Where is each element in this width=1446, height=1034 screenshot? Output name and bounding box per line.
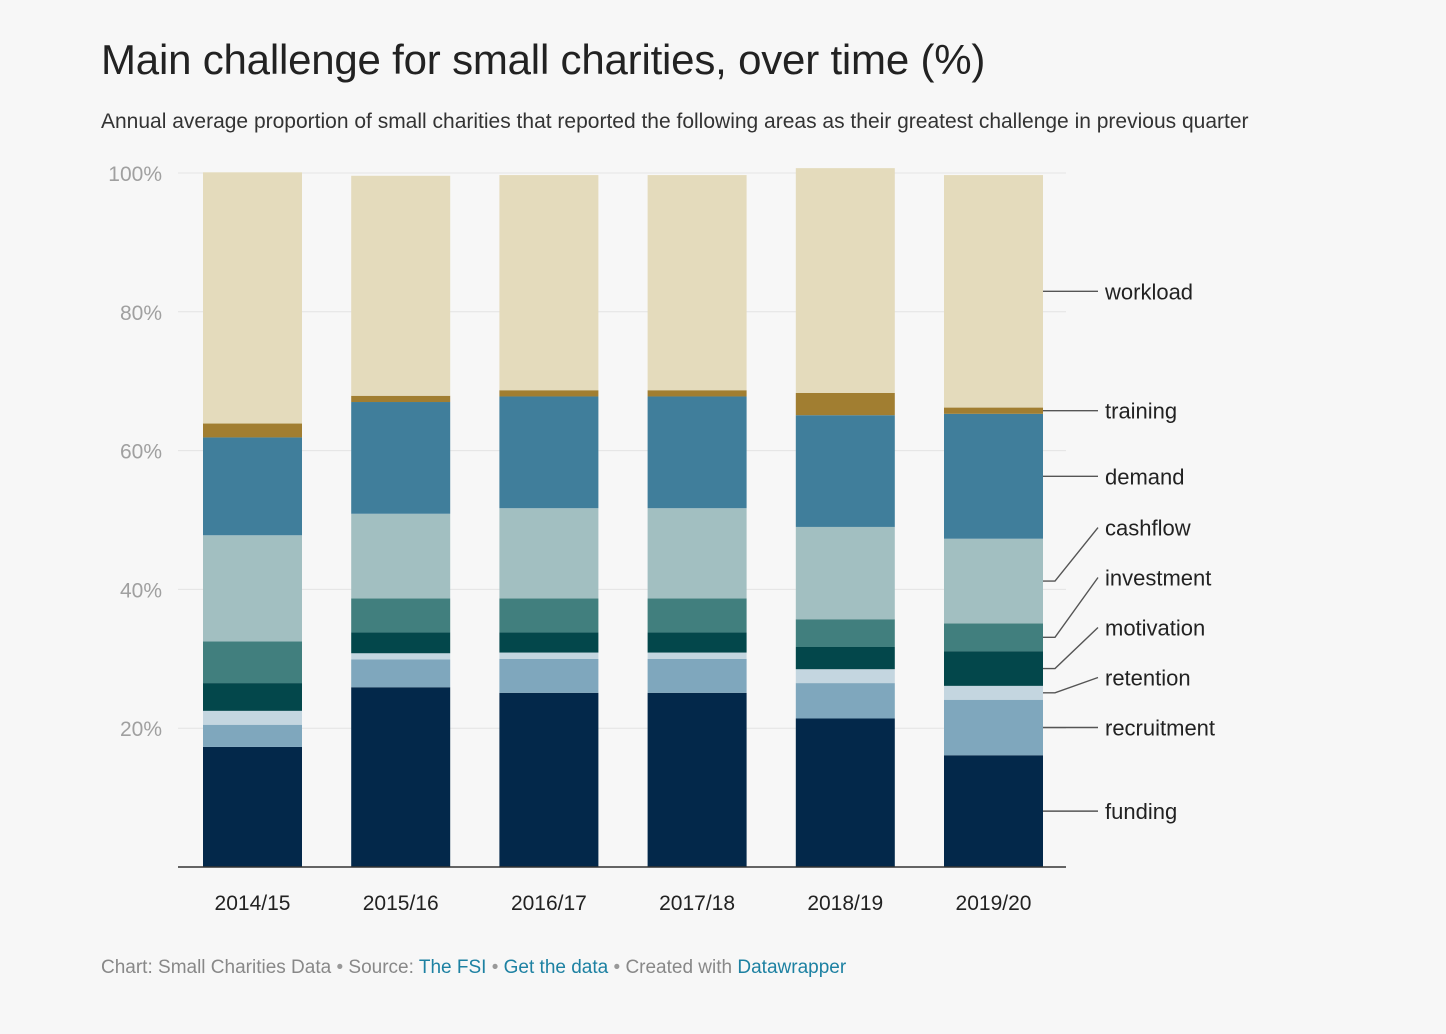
series-label-demand: demand: [1105, 464, 1185, 489]
bar-segment-workload: [203, 172, 302, 424]
bar-segment-funding: [647, 692, 747, 867]
bar-segment-motivation: [351, 632, 451, 654]
label-connector: [1043, 527, 1099, 582]
bar-segment-workload: [944, 175, 1043, 408]
bar-segment-cashflow: [351, 513, 451, 599]
bar-segment-funding: [203, 746, 302, 867]
bar-segment-workload: [795, 168, 895, 393]
footer-separator: •: [336, 957, 344, 978]
footer-source-link[interactable]: The FSI: [418, 957, 487, 978]
bar-segment-retention: [944, 685, 1043, 700]
bar-segment-training: [944, 407, 1043, 414]
footer-separator: •: [491, 957, 499, 978]
bar-segment-training: [203, 423, 302, 438]
bar-segment-demand: [203, 437, 302, 536]
chart-title: Main challenge for small charities, over…: [101, 36, 986, 83]
x-tick-label: 2015/16: [363, 892, 439, 915]
series-label-motivation: motivation: [1105, 616, 1205, 641]
bar-segment-retention: [647, 652, 747, 659]
bar-segment-training: [795, 392, 895, 416]
bar-segment-workload: [499, 175, 599, 391]
bar-segment-motivation: [499, 632, 599, 653]
bar-segment-cashflow: [647, 508, 747, 599]
y-tick-label: 80%: [120, 302, 162, 325]
bar-segment-demand: [351, 402, 451, 514]
x-tick-label: 2014/15: [215, 892, 291, 915]
footer-chart-credit: Chart: Small Charities Data: [101, 957, 332, 978]
footer-source-label: Source:: [348, 957, 414, 978]
series-label-retention: retention: [1105, 666, 1191, 691]
bar-segment-retention: [351, 653, 451, 660]
bar-segment-retention: [795, 669, 895, 684]
bar-segment-recruitment: [351, 659, 451, 688]
footer-created-label: Created with: [625, 957, 733, 978]
bar-segment-cashflow: [944, 538, 1043, 624]
bar-segment-investment: [944, 623, 1043, 652]
bar-segment-recruitment: [795, 683, 895, 719]
chart-subtitle: Annual average proportion of small chari…: [101, 110, 1249, 133]
bar-segment-retention: [203, 710, 302, 725]
bar-segment-recruitment: [499, 658, 599, 693]
y-tick-label: 20%: [120, 718, 162, 741]
x-tick-label: 2016/17: [511, 892, 587, 915]
series-label-recruitment: recruitment: [1105, 716, 1215, 741]
footer-get-data-link[interactable]: Get the data: [503, 957, 609, 978]
bar-segment-investment: [203, 641, 302, 684]
bar-segment-recruitment: [203, 724, 302, 747]
bar-segment-motivation: [795, 647, 895, 670]
bar-segment-recruitment: [944, 699, 1043, 756]
bar-segment-funding: [944, 755, 1043, 867]
footer-separator: •: [613, 957, 621, 978]
label-connector: [1043, 676, 1099, 694]
bar-segment-demand: [944, 413, 1043, 539]
bar-segment-demand: [499, 396, 599, 509]
label-connector: [1043, 626, 1099, 670]
bar-segment-funding: [795, 718, 895, 867]
bar-segment-retention: [499, 652, 599, 659]
bar-segment-funding: [499, 692, 599, 867]
series-label-cashflow: cashflow: [1105, 516, 1191, 541]
bar-segment-funding: [351, 687, 451, 867]
bar-segment-investment: [795, 619, 895, 648]
x-tick-label: 2019/20: [956, 892, 1032, 915]
bar-segment-recruitment: [647, 658, 747, 693]
bar-segment-investment: [499, 598, 599, 633]
series-label-investment: investment: [1105, 566, 1211, 591]
bar-segment-cashflow: [795, 526, 895, 620]
y-tick-label: 40%: [120, 579, 162, 602]
label-connector: [1043, 577, 1099, 638]
bar-segment-workload: [647, 175, 747, 391]
x-tick-label: 2018/19: [807, 892, 883, 915]
bar-segment-training: [499, 390, 599, 397]
bar-segment-demand: [647, 396, 747, 509]
y-tick-label: 60%: [120, 441, 162, 464]
y-tick-label: 100%: [108, 163, 162, 186]
x-tick-label: 2017/18: [659, 892, 735, 915]
bar-segment-motivation: [944, 651, 1043, 686]
bar-segment-cashflow: [203, 535, 302, 642]
bar-segment-training: [351, 395, 451, 403]
bar-segment-training: [647, 390, 747, 397]
bar-segment-investment: [351, 598, 451, 633]
bar-segment-investment: [647, 598, 747, 633]
bar-segment-motivation: [203, 683, 302, 711]
bar-segment-demand: [795, 415, 895, 527]
bar-segment-cashflow: [499, 508, 599, 599]
series-label-training: training: [1105, 399, 1177, 424]
bar-segment-workload: [351, 175, 451, 396]
series-label-workload: workload: [1104, 279, 1193, 304]
series-label-funding: funding: [1105, 799, 1177, 824]
bar-segment-motivation: [647, 632, 747, 653]
footer-datawrapper-link[interactable]: Datawrapper: [737, 957, 847, 978]
chart-footer: Chart: Small Charities Data • Source: Th…: [101, 957, 846, 979]
